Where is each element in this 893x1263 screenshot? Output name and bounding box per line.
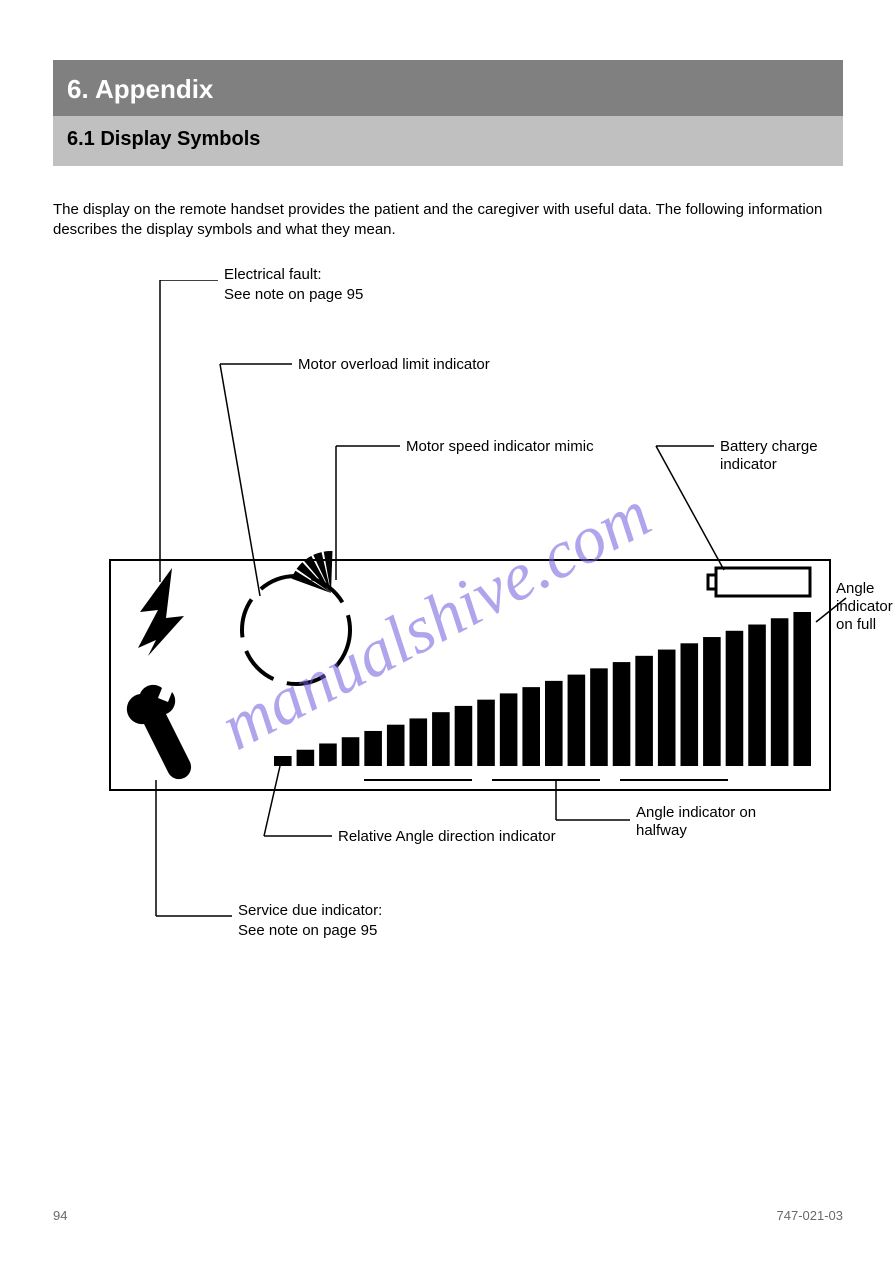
label-angle-full: Angle indicator on full [836,580,893,634]
footer-page-number: 94 [53,1208,67,1223]
label-halfway: Angle indicator on halfway [636,804,811,840]
footer-doc-number: 747-021-03 [777,1208,844,1223]
label-service: Service due indicator: [238,902,382,920]
battery-icon [716,568,810,596]
label-electrical-fault: Electrical fault: [224,266,322,284]
label-service-note: See note on page 95 [238,922,377,940]
label-electrical-fault-note: See note on page 95 [224,286,363,304]
label-motor-overload: Motor overload limit indicator [298,356,490,374]
label-angle-indicator: Relative Angle direction indicator [338,828,556,846]
display-diagram: Electrical fault: See note on page 95 Mo… [100,280,855,960]
diagram-svg [100,280,870,960]
lightning-icon [138,568,184,656]
dial-ring [242,576,350,684]
label-motor-speed: Motor speed indicator mimic [406,438,594,456]
wrench-icon [127,685,191,779]
section-header: 6. Appendix [53,60,843,116]
subsection-header: 6.1 Display Symbols [53,116,843,166]
intro-paragraph: The display on the remote handset provid… [53,200,833,239]
page-root: 6. Appendix 6.1 Display Symbols The disp… [0,0,893,1263]
label-battery: Battery charge indicator [720,438,855,474]
page-footer: 94 747-021-03 [53,1208,843,1223]
